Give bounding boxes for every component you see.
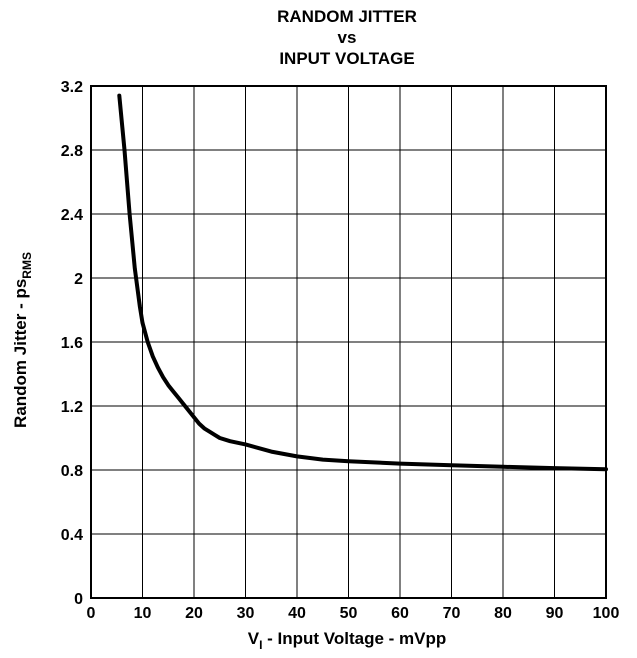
y-tick-label: 2.4	[61, 207, 83, 224]
y-tick-label: 0.8	[61, 463, 83, 480]
title-line-3: INPUT VOLTAGE	[279, 49, 414, 68]
x-tick-label: 60	[391, 605, 409, 622]
x-tick-label: 90	[546, 605, 564, 622]
y-axis-label-sub: RMS	[20, 252, 34, 279]
y-tick-label: 0	[74, 591, 83, 608]
y-tick-label: 0.4	[61, 527, 83, 544]
x-tick-label: 80	[494, 605, 512, 622]
x-tick-label: 20	[185, 605, 203, 622]
x-axis-label-rest: - Input Voltage - mVpp	[262, 629, 446, 648]
x-axis-label: VI - Input Voltage - mVpp	[248, 629, 447, 652]
y-axis-label: Random Jitter - psRMS	[11, 252, 34, 428]
y-tick-label: 1.6	[61, 335, 83, 352]
x-axis-label-main: V	[248, 629, 260, 648]
x-tick-label: 0	[87, 605, 96, 622]
y-tick-label: 3.2	[61, 79, 83, 96]
y-axis-label-main: Random Jitter - ps	[11, 279, 30, 428]
x-tick-label: 100	[593, 605, 620, 622]
chart-title: RANDOM JITTER vs INPUT VOLTAGE	[277, 7, 417, 68]
y-tick-label: 1.2	[61, 399, 83, 416]
y-tick-label: 2.8	[61, 143, 83, 160]
plot-frame	[90, 85, 607, 599]
x-tick-label: 40	[288, 605, 306, 622]
grid	[90, 85, 607, 599]
x-tick-label: 70	[443, 605, 461, 622]
y-tick-label: 2	[74, 271, 83, 288]
x-tick-label: 30	[237, 605, 255, 622]
title-line-2: vs	[338, 28, 357, 47]
y-tick-labels: 0 0.4 0.8 1.2 1.6 2 2.4 2.8 3.2	[61, 79, 83, 608]
x-axis-label-sub: I	[259, 638, 262, 652]
title-line-1: RANDOM JITTER	[277, 7, 417, 26]
x-tick-label: 10	[134, 605, 152, 622]
x-tick-labels: 0 10 20 30 40 50 60 70 80 90 100	[87, 605, 620, 622]
series-line	[117, 93, 608, 472]
x-tick-label: 50	[340, 605, 358, 622]
